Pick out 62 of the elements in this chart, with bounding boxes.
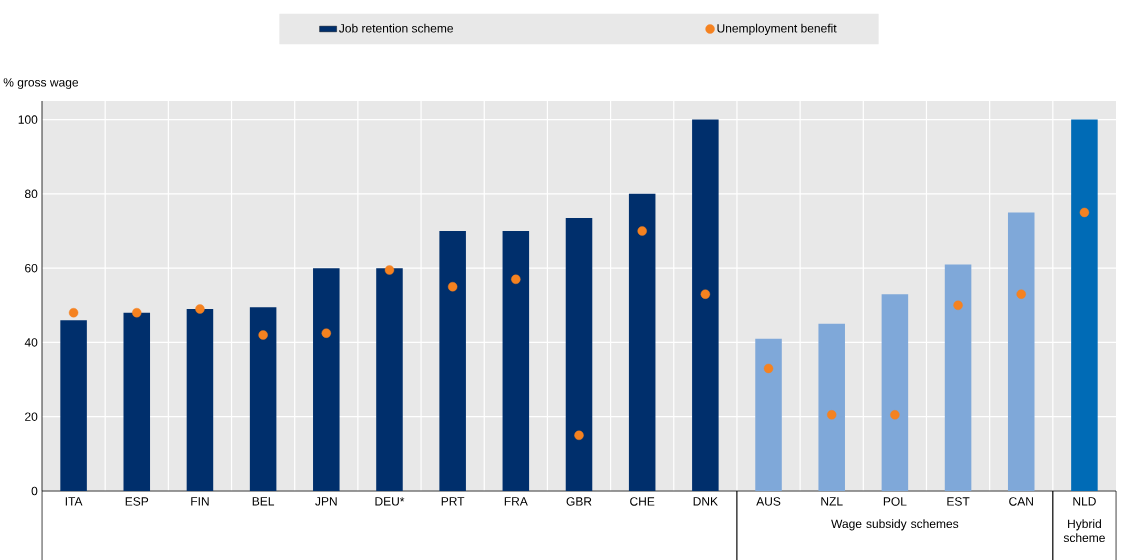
x-tick-label: NLD xyxy=(1073,497,1096,506)
point xyxy=(574,430,584,440)
bar xyxy=(249,307,277,491)
x-tick-label: CHE xyxy=(630,497,655,506)
x-tick-label: CAN xyxy=(1009,497,1033,506)
bar xyxy=(1007,212,1035,491)
point xyxy=(1016,289,1026,299)
y-axis-title: % gross wage xyxy=(3,78,79,89)
y-tick-label: 40 xyxy=(24,338,38,347)
x-tick-label: FIN xyxy=(191,497,209,506)
point xyxy=(827,410,837,420)
x-tick-label: BEL xyxy=(252,497,275,506)
point xyxy=(195,304,205,314)
x-tick-label: GBR xyxy=(566,497,592,506)
point xyxy=(132,308,142,318)
x-tick-label: JPN xyxy=(315,497,337,506)
x-tick-label: EST xyxy=(947,497,970,506)
point xyxy=(384,265,395,275)
y-tick-label: 0 xyxy=(31,486,38,496)
bar xyxy=(60,320,87,491)
bar xyxy=(313,268,340,491)
bar xyxy=(755,338,782,491)
bar xyxy=(628,193,656,491)
legend-label: Job retention scheme xyxy=(339,23,454,33)
x-tick-label: POL xyxy=(883,497,907,506)
bar xyxy=(881,294,909,491)
x-tick-label: PRT xyxy=(441,497,465,506)
bar xyxy=(123,312,151,491)
x-tick-label: NZL xyxy=(821,497,843,506)
x-tick-label: AUS xyxy=(756,497,781,506)
bar xyxy=(502,231,530,491)
x-tick-label: ESP xyxy=(125,497,149,506)
y-tick-label: 80 xyxy=(24,189,38,199)
y-tick-label: 100 xyxy=(18,115,38,124)
bar xyxy=(439,231,466,491)
bar xyxy=(944,264,972,491)
bar xyxy=(692,119,719,491)
point xyxy=(68,308,79,318)
y-tick-label: 60 xyxy=(25,263,38,273)
text: Wage subsidy schemes xyxy=(831,519,959,531)
point xyxy=(890,410,900,420)
x-tick-label: DNK xyxy=(693,497,718,506)
point xyxy=(700,289,711,299)
point xyxy=(953,300,963,310)
bar xyxy=(565,218,593,491)
point xyxy=(763,363,774,374)
point xyxy=(637,226,647,236)
point xyxy=(1079,207,1090,218)
point xyxy=(258,330,268,340)
bar xyxy=(1071,119,1098,491)
point xyxy=(447,282,458,292)
y-tick-label: 20 xyxy=(25,412,38,421)
x-tick-label: ITA xyxy=(65,497,83,506)
x-tick-label: FRA xyxy=(504,497,528,506)
point xyxy=(321,328,331,338)
x-tick-label: DEU* xyxy=(375,497,405,506)
point xyxy=(511,274,521,284)
bar xyxy=(376,268,403,491)
bar xyxy=(186,309,214,491)
bar xyxy=(818,323,845,491)
text: Hybrid scheme xyxy=(1063,519,1105,543)
legend-label: Unemployment benefit xyxy=(717,23,837,35)
